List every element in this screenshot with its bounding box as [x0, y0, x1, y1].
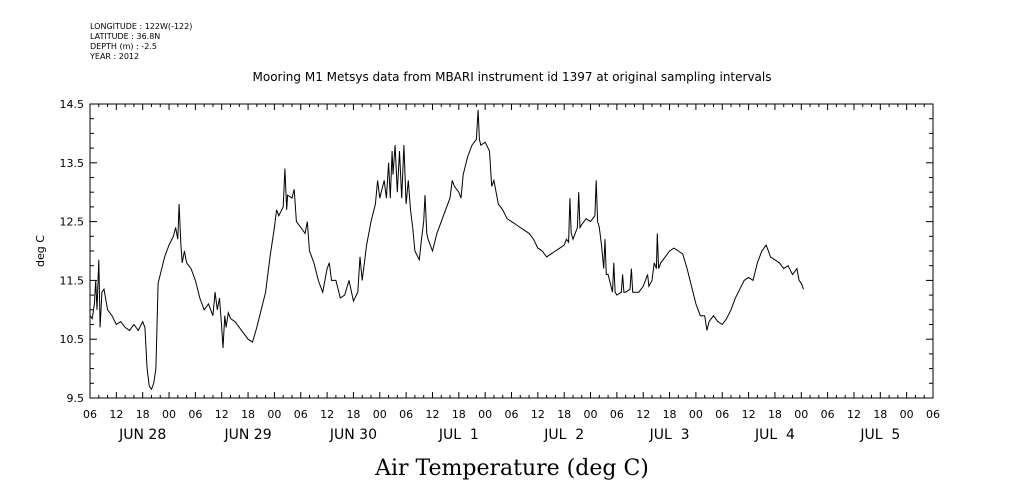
air-temperature-line	[89, 109, 804, 391]
date-label: JUL 1	[438, 427, 479, 443]
date-label: JUN 29	[224, 427, 272, 443]
y-tick-label: 9.5	[67, 392, 85, 405]
year-label: YEAR : 2012	[90, 52, 140, 61]
x-tick-label: 18	[136, 408, 150, 421]
longitude-label: LONGITUDE : 122W(-122)	[90, 22, 193, 31]
x-tick-label: 12	[425, 408, 439, 421]
x-tick-label: 18	[873, 408, 887, 421]
x-tick-label: 12	[847, 408, 861, 421]
date-label: JUL 5	[859, 427, 900, 443]
x-tick-label: 06	[715, 408, 729, 421]
date-label: JUN 30	[329, 427, 377, 443]
chart-title: Mooring M1 Metsys data from MBARI instru…	[253, 70, 772, 84]
y-tick-label: 11.5	[60, 274, 85, 287]
x-tick-label: 00	[373, 408, 387, 421]
depth-label: DEPTH (m) : -2.5	[90, 42, 157, 51]
x-tick-labels: 06 12 18 00 06 12 18 00 06 12 18 00 06 12 18 00 06 12 18 00…	[83, 408, 940, 421]
x-tick-label: 18	[557, 408, 571, 421]
x-tick-label: 00	[162, 408, 176, 421]
x-tick-label: 18	[768, 408, 782, 421]
y-tick-label: 13.5	[60, 157, 85, 170]
x-tick-label: 00	[584, 408, 598, 421]
x-tick-label: 18	[663, 408, 677, 421]
x-tick-label: 06	[83, 408, 97, 421]
date-label: JUN 28	[118, 427, 166, 443]
date-labels: JUN 28 JUN 29 JUN 30 JUL 1 JUL 2 JUL 3 JUL 4 JU…	[118, 427, 900, 443]
x-tick-label: 06	[399, 408, 413, 421]
plot-frame	[89, 103, 934, 399]
date-label: JUL 3	[649, 427, 690, 443]
x-tick-label: 00	[794, 408, 808, 421]
x-tick-label: 06	[821, 408, 835, 421]
x-tick-label: 00	[478, 408, 492, 421]
x-tick-label: 12	[742, 408, 756, 421]
metadata-block: LONGITUDE : 122W(-122) LATITUDE : 36.8N …	[90, 22, 192, 62]
x-tick-label: 06	[926, 408, 940, 421]
x-tick-label: 12	[215, 408, 229, 421]
x-tick-label: 06	[505, 408, 519, 421]
x-tick-label: 06	[188, 408, 202, 421]
y-tick-labels: 9.5 10.5 11.5 12.5 13.5 14.5	[60, 98, 85, 405]
x-tick-label: 18	[241, 408, 255, 421]
x-tick-label: 06	[610, 408, 624, 421]
x-tick-label: 00	[267, 408, 281, 421]
x-tick-label: 00	[900, 408, 914, 421]
date-label: JUL 2	[543, 427, 584, 443]
date-label: JUL 4	[754, 427, 795, 443]
y-tick-label: 14.5	[60, 98, 85, 111]
latitude-label: LATITUDE : 36.8N	[90, 32, 161, 41]
y-axis-label: deg C	[34, 235, 47, 267]
y-tick-label: 12.5	[60, 216, 85, 229]
x-tick-label: 12	[320, 408, 334, 421]
x-tick-label: 00	[689, 408, 703, 421]
x-tick-label: 06	[294, 408, 308, 421]
x-tick-label: 12	[636, 408, 650, 421]
x-tick-label: 12	[531, 408, 545, 421]
bottom-title: Air Temperature (deg C)	[374, 456, 649, 481]
x-tick-label: 12	[109, 408, 123, 421]
y-tick-label: 10.5	[60, 333, 85, 346]
x-tick-label: 18	[346, 408, 360, 421]
x-tick-label: 18	[452, 408, 466, 421]
tick-marks	[89, 103, 934, 399]
